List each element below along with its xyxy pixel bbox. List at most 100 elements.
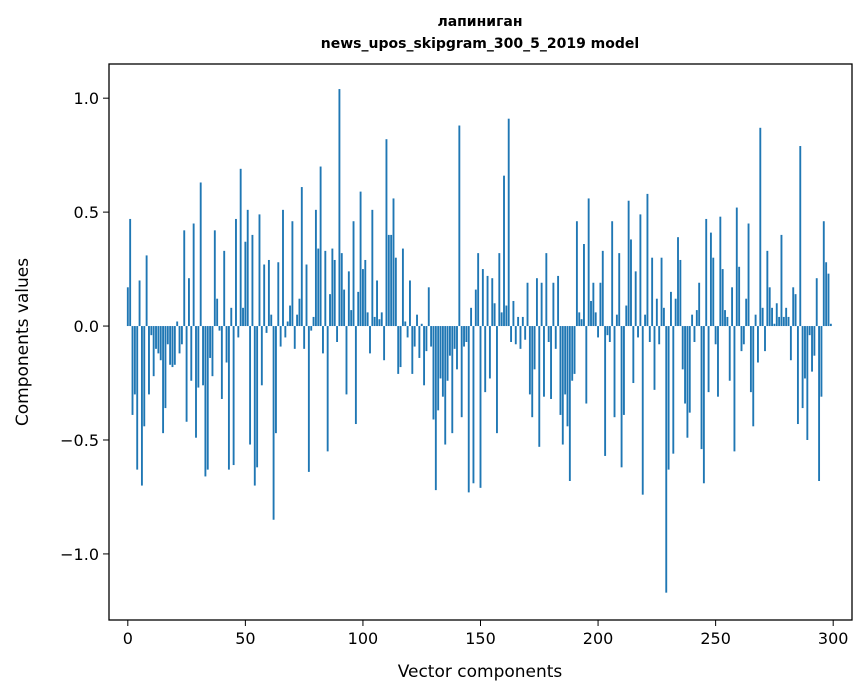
bar-component-90 [338,89,341,327]
bar-component-11 [152,326,155,377]
bar-component-31 [199,182,202,327]
bar-component-296 [822,221,825,327]
bar-component-36 [211,326,214,377]
bar-component-232 [672,326,675,454]
bar-component-153 [486,275,489,327]
bar-component-242 [695,310,698,327]
bar-component-179 [547,326,550,342]
bar-component-12 [155,326,157,349]
bar-component-207 [613,326,616,418]
bar-component-49 [242,307,244,327]
bar-component-60 [267,259,270,327]
bar-component-106 [376,280,378,327]
bar-component-157 [496,326,498,434]
bar-component-42 [225,326,228,363]
bar-component-98 [357,291,360,327]
y-tick-label: 1.0 [74,89,99,108]
bar-component-109 [383,326,386,361]
bar-component-214 [630,239,632,327]
y-tick-label: 0.0 [74,317,99,336]
bar-component-213 [627,200,630,327]
bar-component-298 [827,273,830,327]
bar-component-243 [698,282,701,327]
bar-component-154 [488,326,491,379]
bar-component-240 [691,314,694,327]
bar-component-124 [418,326,421,358]
bar-component-117 [401,248,404,327]
bar-component-227 [660,257,663,327]
plot-area-frame [108,63,853,621]
bar-component-163 [510,326,513,342]
bar-component-143 [463,326,465,347]
bar-component-3 [133,326,136,395]
bar-component-253 [721,269,724,327]
bar-component-29 [195,326,197,438]
bar-component-185 [561,326,564,445]
bar-component-209 [618,253,621,327]
bar-component-201 [599,282,602,327]
bar-component-120 [409,280,411,327]
bar-component-263 [745,298,748,327]
bar-component-88 [333,259,336,327]
bar-component-181 [552,282,555,327]
bar-component-79 [312,316,315,327]
bar-component-26 [188,278,190,327]
bar-component-132 [437,326,440,411]
bar-component-273 [768,287,771,327]
bar-component-92 [343,289,346,327]
bar-component-38 [216,298,219,327]
x-axis-label: Vector components [398,662,563,682]
bar-component-278 [780,234,783,327]
bar-component-145 [467,326,470,493]
bar-component-27 [190,326,193,381]
bar-component-265 [749,326,752,393]
bar-component-261 [740,326,743,352]
bar-component-138 [451,326,454,434]
x-tick-label: 200 [583,629,614,648]
bar-component-262 [742,326,745,345]
bar-component-68 [286,321,289,327]
bar-component-183 [557,275,560,327]
bar-component-123 [416,314,418,327]
bar-component-54 [253,326,256,486]
bar-component-19 [171,326,174,368]
bar-component-223 [651,257,654,327]
bar-component-129 [430,326,433,347]
bar-component-66 [282,209,284,327]
bar-component-186 [564,326,567,395]
bar-component-156 [493,303,496,327]
bar-component-258 [733,326,736,452]
bar-component-136 [446,326,449,381]
bar-component-276 [775,303,778,327]
bar-component-46 [235,218,237,327]
bar-component-17 [166,326,169,345]
bar-component-151 [481,269,484,327]
bar-component-58 [263,264,266,327]
bar-component-61 [270,314,273,327]
bar-component-159 [500,312,503,327]
bar-component-282 [789,326,792,361]
bar-component-65 [279,326,282,347]
bar-component-149 [477,253,480,327]
bar-component-21 [176,321,179,327]
bar-component-299 [829,323,832,327]
bar-component-190 [573,326,576,374]
bar-component-9 [148,326,150,395]
bar-component-257 [731,287,734,327]
bar-component-15 [162,326,165,434]
bar-component-146 [470,307,473,327]
bar-component-172 [531,326,534,418]
bar-component-135 [444,326,447,445]
bar-component-283 [792,287,795,327]
bar-component-41 [223,250,226,327]
bar-component-30 [197,326,200,388]
bar-component-91 [340,253,343,327]
bar-component-168 [521,316,524,327]
y-axis-ticks: −1.0 −0.5 0.0 0.5 1.0 [60,89,109,564]
bar-component-16 [164,326,167,409]
bar-component-194 [583,244,585,327]
bar-component-125 [420,323,423,327]
bar-component-215 [632,326,635,384]
x-tick-label: 0 [123,629,133,648]
x-tick-label: 50 [235,629,255,648]
